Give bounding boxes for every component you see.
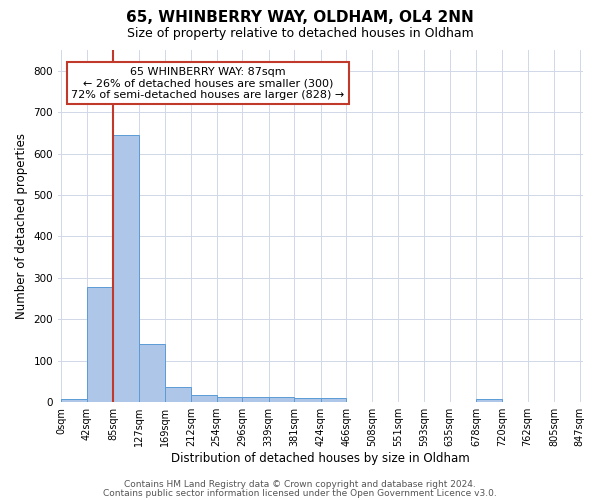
Bar (87, 287, 113, 402)
Text: 65 WHINBERRY WAY: 87sqm
← 26% of detached houses are smaller (300)
72% of semi-d: 65 WHINBERRY WAY: 87sqm ← 26% of detache… (71, 66, 344, 100)
Bar (295, 398, 320, 402)
Bar (217, 397, 242, 402)
Bar (113, 135, 139, 402)
Bar (139, 344, 164, 402)
Text: Size of property relative to detached houses in Oldham: Size of property relative to detached ho… (127, 28, 473, 40)
Text: Contains HM Land Registry data © Crown copyright and database right 2024.: Contains HM Land Registry data © Crown c… (124, 480, 476, 489)
Bar (269, 397, 295, 402)
Bar (164, 387, 191, 402)
Bar (476, 399, 502, 402)
X-axis label: Distribution of detached houses by size in Oldham: Distribution of detached houses by size … (171, 452, 470, 465)
Text: 65, WHINBERRY WAY, OLDHAM, OL4 2NN: 65, WHINBERRY WAY, OLDHAM, OL4 2NN (126, 10, 474, 25)
Bar (191, 395, 217, 402)
Y-axis label: Number of detached properties: Number of detached properties (15, 133, 28, 319)
Bar (61, 399, 87, 402)
Bar (242, 397, 269, 402)
Bar (320, 398, 346, 402)
Text: Contains public sector information licensed under the Open Government Licence v3: Contains public sector information licen… (103, 489, 497, 498)
